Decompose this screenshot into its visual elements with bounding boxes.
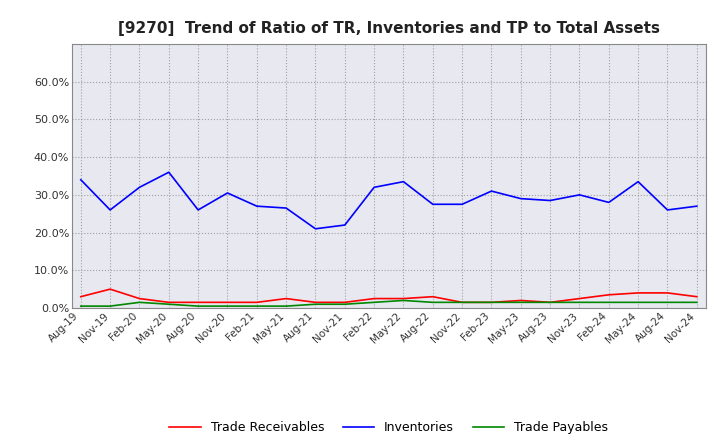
Trade Payables [487,300,496,305]
Trade Payables [516,300,525,305]
Inventories [399,179,408,184]
Trade Payables [253,304,261,309]
Trade Payables [341,301,349,307]
Inventories [370,185,379,190]
Trade Payables [106,304,114,309]
Trade Receivables [605,292,613,297]
Line: Trade Payables: Trade Payables [81,301,697,306]
Inventories [575,192,584,198]
Trade Payables [634,300,642,305]
Trade Receivables [693,294,701,299]
Trade Payables [663,300,672,305]
Trade Payables [135,300,144,305]
Trade Payables [399,298,408,303]
Trade Payables [575,300,584,305]
Inventories [194,207,202,213]
Trade Receivables [487,300,496,305]
Trade Receivables [341,300,349,305]
Line: Trade Receivables: Trade Receivables [81,289,697,302]
Trade Receivables [106,286,114,292]
Inventories [164,169,173,175]
Trade Receivables [399,296,408,301]
Trade Payables [311,301,320,307]
Trade Receivables [634,290,642,296]
Inventories [663,207,672,213]
Trade Receivables [458,300,467,305]
Trade Payables [693,300,701,305]
Trade Receivables [223,300,232,305]
Inventories [487,188,496,194]
Trade Payables [223,304,232,309]
Trade Payables [605,300,613,305]
Trade Payables [458,300,467,305]
Inventories [341,222,349,227]
Trade Receivables [311,300,320,305]
Trade Receivables [76,294,85,299]
Inventories [311,226,320,231]
Inventories [458,202,467,207]
Inventories [546,198,554,203]
Trade Receivables [516,298,525,303]
Legend: Trade Receivables, Inventories, Trade Payables: Trade Receivables, Inventories, Trade Pa… [164,416,613,439]
Inventories [428,202,437,207]
Inventories [516,196,525,201]
Trade Receivables [194,300,202,305]
Inventories [282,205,290,211]
Trade Payables [282,304,290,309]
Trade Receivables [663,290,672,296]
Trade Receivables [575,296,584,301]
Trade Receivables [428,294,437,299]
Trade Receivables [546,300,554,305]
Trade Receivables [135,296,144,301]
Inventories [223,191,232,196]
Trade Payables [370,300,379,305]
Inventories [135,185,144,190]
Trade Payables [194,304,202,309]
Inventories [605,200,613,205]
Trade Payables [76,304,85,309]
Trade Receivables [164,300,173,305]
Trade Payables [546,300,554,305]
Inventories [693,204,701,209]
Inventories [634,179,642,184]
Trade Receivables [253,300,261,305]
Title: [9270]  Trend of Ratio of TR, Inventories and TP to Total Assets: [9270] Trend of Ratio of TR, Inventories… [118,21,660,36]
Inventories [253,204,261,209]
Line: Inventories: Inventories [81,172,697,229]
Trade Receivables [282,296,290,301]
Trade Receivables [370,296,379,301]
Inventories [106,207,114,213]
Inventories [76,177,85,183]
Trade Payables [428,300,437,305]
Trade Payables [164,301,173,307]
